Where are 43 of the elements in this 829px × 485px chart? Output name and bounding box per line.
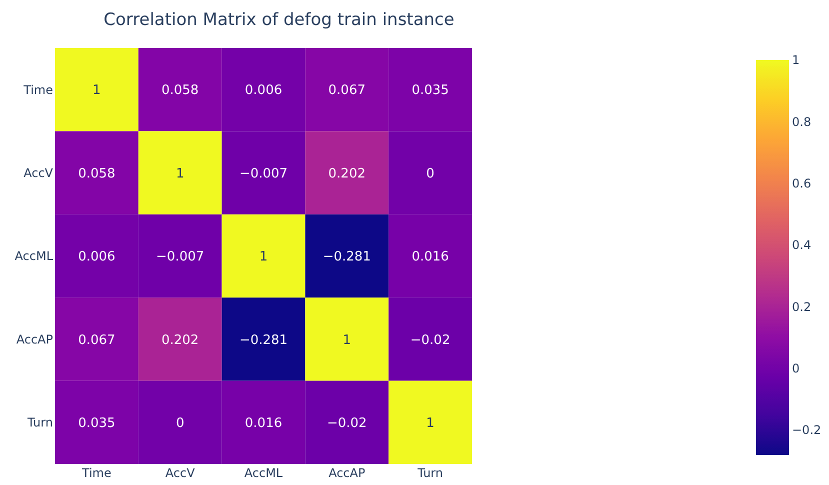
color-bar-label: 0.4 (792, 238, 812, 252)
data-label: 0 (426, 166, 434, 182)
color-bar-label: 0.8 (792, 114, 812, 129)
y-tick-label: AccML (14, 249, 54, 264)
y-tick-label: Turn (26, 416, 53, 430)
x-tick-label: AccAP (328, 466, 366, 480)
x-tick-label: Turn (416, 466, 444, 480)
y-tick-label: AccAP (16, 332, 53, 346)
color-bar-label: 0 (792, 362, 800, 376)
data-label: 0.058 (78, 166, 116, 182)
color-bar-label: 1 (792, 53, 800, 68)
data-label: 0.006 (244, 83, 282, 98)
data-label: 0.058 (161, 83, 199, 98)
data-label: 1 (426, 416, 434, 431)
y-tick-label: Time (22, 82, 53, 97)
data-label: 0.006 (78, 250, 116, 265)
data-label: 0.016 (244, 416, 282, 431)
data-label: 0.067 (78, 332, 116, 348)
data-label: −0.02 (326, 416, 367, 431)
color-bar-label: 0.6 (792, 176, 812, 191)
data-label: −0.007 (239, 166, 288, 182)
data-label: −0.02 (410, 332, 450, 348)
x-tick-label: AccML (244, 466, 283, 480)
data-label: −0.281 (239, 332, 288, 348)
color-bar-label: −0.2 (792, 423, 822, 438)
data-label: 1 (92, 83, 101, 98)
data-label: 1 (342, 332, 352, 348)
data-label: −0.007 (156, 250, 204, 265)
data-label: −0.281 (322, 250, 371, 265)
data-label: 1 (259, 250, 268, 265)
x-tick-label: Time (81, 466, 112, 480)
x-tick-label: AccV (165, 466, 196, 480)
y-tick-label: AccV (24, 166, 54, 180)
data-label: 0 (176, 416, 184, 431)
data-label: 1 (176, 166, 184, 182)
color-bar-label: 0.2 (792, 300, 812, 314)
data-label: 0.067 (328, 83, 366, 98)
chart-title: Correlation Matrix of defog train instance (104, 10, 454, 30)
data-label: 0.016 (412, 250, 449, 265)
data-label: 0.202 (328, 166, 366, 182)
data-label: 0.035 (412, 83, 449, 98)
data-label: 0.035 (78, 416, 116, 431)
data-label: 0.202 (161, 332, 199, 348)
